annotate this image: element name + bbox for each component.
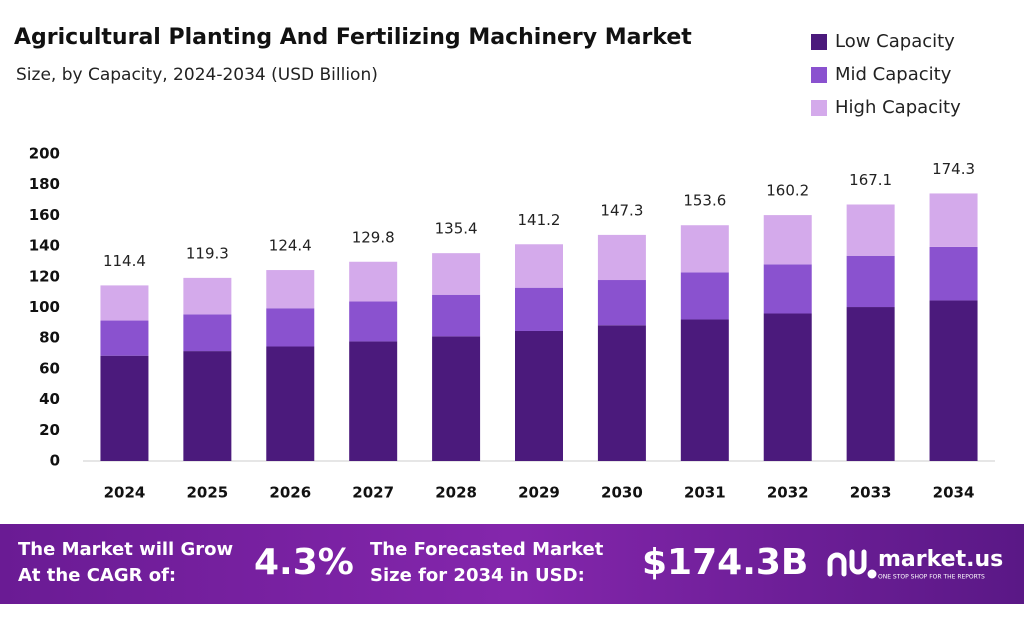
x-tick-label: 2029 (518, 484, 560, 502)
y-tick-label: 0 (50, 452, 60, 470)
bar-segment (597, 280, 646, 326)
bar-segment (680, 225, 729, 273)
bar-segment (266, 346, 315, 461)
total-label: 141.2 (518, 211, 561, 229)
total-label: 124.4 (269, 237, 312, 255)
bar-segment (763, 313, 812, 461)
cagr-value: 4.3% (254, 542, 354, 583)
logo-tagline: ONE STOP SHOP FOR THE REPORTS (878, 574, 985, 581)
bar-segment (349, 301, 398, 342)
bar-segment (266, 270, 315, 309)
x-tick-label: 2031 (684, 484, 726, 502)
bar-segment (846, 255, 895, 308)
bar-segment (266, 308, 315, 347)
total-label: 119.3 (186, 244, 229, 262)
y-tick-label: 120 (29, 267, 60, 285)
legend-swatch (811, 67, 827, 83)
total-label: 167.1 (849, 171, 892, 189)
y-tick-label: 180 (29, 175, 60, 193)
logo: market.us (878, 547, 1003, 572)
bar-segment (680, 272, 729, 320)
bar-segment (349, 341, 398, 461)
x-tick-label: 2025 (186, 484, 228, 502)
legend-label: Mid Capacity (835, 64, 952, 85)
bar-segment (515, 244, 563, 288)
total-label: 114.4 (103, 252, 146, 270)
bar-segment (597, 234, 646, 281)
x-tick-label: 2024 (104, 484, 146, 502)
bar-segment (183, 314, 232, 352)
bar-segment (597, 325, 646, 461)
cagr-text: At the CAGR of: (18, 565, 176, 586)
bar-segment (432, 294, 481, 337)
chart-title: Agricultural Planting And Fertilizing Ma… (14, 25, 692, 50)
bar-segment (929, 193, 978, 247)
logo-icon (827, 549, 877, 579)
forecast-text: The Forecasted Market (370, 539, 604, 560)
x-tick-label: 2027 (352, 484, 394, 502)
total-label: 135.4 (435, 220, 478, 238)
bar-segment (183, 277, 232, 315)
bar-segment (432, 253, 481, 295)
y-tick-label: 60 (39, 359, 60, 377)
legend-swatch (811, 34, 827, 50)
forecast-text: Size for 2034 in USD: (370, 565, 585, 586)
x-tick-label: 2026 (269, 484, 311, 502)
bar-segment (515, 287, 563, 331)
y-tick-label: 40 (39, 390, 60, 408)
y-tick-label: 80 (39, 329, 60, 347)
x-tick-label: 2033 (850, 484, 892, 502)
total-label: 174.3 (932, 160, 975, 178)
total-label: 129.8 (352, 228, 395, 246)
bar-segment (763, 215, 812, 265)
bar-segment (100, 320, 149, 356)
y-tick-label: 160 (29, 206, 60, 224)
bar-segment (100, 285, 149, 321)
y-tick-label: 20 (39, 421, 60, 439)
bar-segment (846, 307, 895, 461)
y-tick-label: 140 (29, 237, 60, 255)
total-label: 147.3 (600, 201, 643, 219)
chart-subtitle: Size, by Capacity, 2024-2034 (USD Billio… (16, 65, 378, 85)
legend-label: Low Capacity (835, 31, 955, 52)
y-tick-label: 100 (29, 298, 60, 316)
banner (0, 524, 1024, 604)
bar-segment (100, 355, 149, 461)
bar-segment (183, 351, 232, 461)
cagr-text: The Market will Grow (18, 539, 233, 560)
legend-label: High Capacity (835, 97, 961, 118)
total-label: 160.2 (766, 182, 809, 200)
bar-segment (349, 261, 398, 302)
legend-swatch (811, 100, 827, 116)
x-tick-label: 2028 (435, 484, 477, 502)
bar-segment (680, 319, 729, 461)
forecast-value: $174.3B (642, 542, 808, 583)
x-tick-label: 2030 (601, 484, 643, 502)
bar-segment (929, 300, 978, 461)
y-tick-label: 200 (29, 145, 60, 163)
x-tick-label: 2032 (767, 484, 809, 502)
bar-segment (763, 264, 812, 314)
x-tick-label: 2034 (933, 484, 975, 502)
bar-segment (846, 204, 895, 256)
bar-segment (515, 330, 563, 461)
bar-segment (432, 336, 481, 461)
bar-segment (929, 246, 978, 301)
total-label: 153.6 (683, 192, 726, 210)
